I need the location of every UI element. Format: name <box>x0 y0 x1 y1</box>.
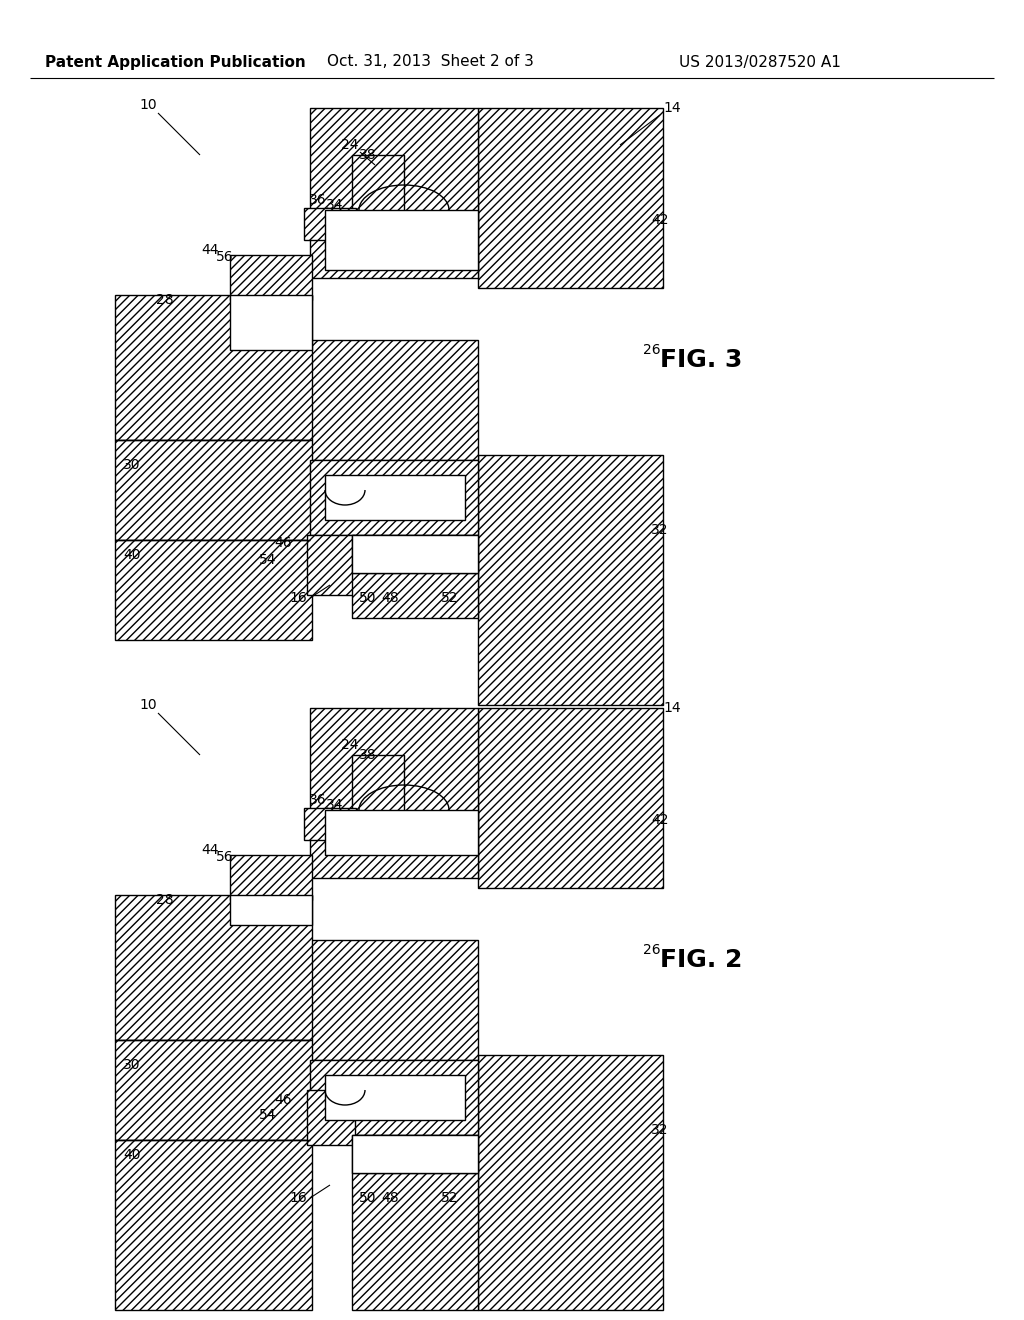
Text: Patent Application Publication: Patent Application Publication <box>45 54 305 70</box>
Text: 50: 50 <box>359 1191 377 1205</box>
Text: 46: 46 <box>274 536 292 550</box>
Text: 32: 32 <box>651 523 669 537</box>
Bar <box>310 1060 478 1135</box>
Text: 42: 42 <box>651 213 669 227</box>
Bar <box>115 540 312 640</box>
Bar <box>304 209 356 240</box>
Bar <box>325 810 478 855</box>
Text: 34: 34 <box>327 198 344 213</box>
Text: Oct. 31, 2013  Sheet 2 of 3: Oct. 31, 2013 Sheet 2 of 3 <box>327 54 534 70</box>
Text: 28: 28 <box>157 894 174 907</box>
Text: 50: 50 <box>359 591 377 605</box>
Bar <box>352 1135 478 1173</box>
Bar <box>115 1140 312 1309</box>
Bar <box>307 535 355 595</box>
Text: 28: 28 <box>157 293 174 308</box>
Text: US 2013/0287520 A1: US 2013/0287520 A1 <box>679 54 841 70</box>
Bar <box>352 535 478 573</box>
Bar <box>352 755 404 817</box>
Text: 10: 10 <box>139 698 157 711</box>
Text: 56: 56 <box>216 249 233 264</box>
Bar <box>325 1074 465 1119</box>
Text: 52: 52 <box>441 591 459 605</box>
Text: 48: 48 <box>381 591 398 605</box>
Bar <box>115 440 312 540</box>
Bar <box>352 154 404 216</box>
Text: 46: 46 <box>274 1093 292 1107</box>
Bar <box>325 475 465 520</box>
Text: 42: 42 <box>651 813 669 828</box>
Text: 36: 36 <box>309 193 327 207</box>
Bar <box>310 940 478 1060</box>
Bar <box>230 895 312 925</box>
Text: 24: 24 <box>341 738 358 752</box>
Bar <box>115 294 312 440</box>
Bar <box>478 108 663 288</box>
Text: 54: 54 <box>259 1107 276 1122</box>
Bar <box>307 1090 355 1144</box>
Bar <box>478 708 663 888</box>
Text: 38: 38 <box>359 748 377 762</box>
Text: 36: 36 <box>309 793 327 807</box>
Text: 44: 44 <box>202 843 219 857</box>
Bar <box>115 1040 312 1140</box>
Text: 32: 32 <box>651 1123 669 1137</box>
Text: 54: 54 <box>259 553 276 568</box>
Text: FIG. 2: FIG. 2 <box>660 948 742 972</box>
Text: 52: 52 <box>441 1191 459 1205</box>
Bar <box>352 1173 478 1309</box>
Bar <box>310 108 478 279</box>
Bar <box>304 808 356 840</box>
Bar <box>478 1055 663 1309</box>
Text: 14: 14 <box>664 701 681 715</box>
Text: FIG. 3: FIG. 3 <box>660 348 742 372</box>
Text: 10: 10 <box>139 98 157 112</box>
Bar <box>352 535 478 573</box>
Text: 16: 16 <box>289 1191 307 1205</box>
Text: 40: 40 <box>123 548 140 562</box>
Text: 30: 30 <box>123 1059 140 1072</box>
Bar <box>230 255 312 300</box>
Text: 40: 40 <box>123 1148 140 1162</box>
Text: 26: 26 <box>643 343 660 356</box>
Text: 30: 30 <box>123 458 140 473</box>
Text: 44: 44 <box>202 243 219 257</box>
Bar <box>230 855 312 900</box>
Text: 16: 16 <box>289 591 307 605</box>
Bar <box>325 210 478 271</box>
Bar <box>310 708 478 878</box>
Bar <box>115 895 312 1040</box>
Text: 26: 26 <box>643 942 660 957</box>
Text: 34: 34 <box>327 799 344 812</box>
Bar <box>352 1135 478 1173</box>
Text: 56: 56 <box>216 850 233 865</box>
Text: 48: 48 <box>381 1191 398 1205</box>
Text: 38: 38 <box>359 148 377 162</box>
Bar <box>478 455 663 705</box>
Text: 24: 24 <box>341 139 358 152</box>
Bar <box>310 341 478 459</box>
Bar <box>352 573 478 618</box>
Bar <box>230 294 312 350</box>
Text: 14: 14 <box>664 102 681 115</box>
Bar <box>310 459 478 535</box>
